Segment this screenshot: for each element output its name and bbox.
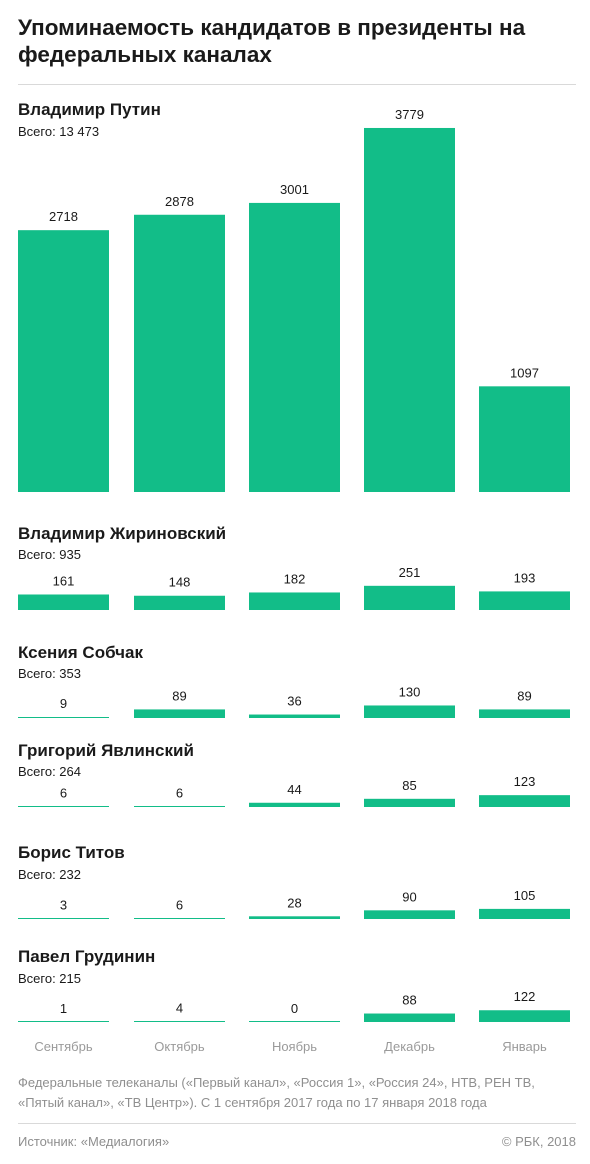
data-label: 88 [402, 993, 416, 1008]
data-label: 122 [514, 989, 536, 1004]
bar [479, 591, 570, 610]
candidate-total: Всего: 215 [18, 971, 81, 986]
bar [479, 1010, 570, 1022]
data-label: 105 [514, 888, 536, 903]
x-tick-label: Ноябрь [272, 1039, 317, 1054]
candidate-name: Владимир Жириновский [18, 524, 226, 543]
bar [18, 230, 109, 493]
bar [18, 594, 109, 610]
data-label: 1 [60, 1001, 67, 1016]
candidate-name: Павел Грудинин [18, 947, 155, 966]
data-label: 251 [399, 565, 421, 580]
data-label: 36 [287, 694, 301, 709]
data-label: 148 [169, 575, 191, 590]
data-label: 6 [176, 897, 183, 912]
bar [249, 202, 340, 492]
bottom-divider [18, 1123, 576, 1124]
candidate-total: Всего: 935 [18, 547, 81, 562]
data-label: 3 [60, 898, 67, 913]
data-label: 1097 [510, 365, 539, 380]
data-label: 4 [176, 1001, 183, 1016]
candidate-total: Всего: 232 [18, 867, 81, 882]
data-label: 89 [517, 688, 531, 703]
data-label: 3001 [280, 182, 309, 197]
copyright-label: © РБК, 2018 [501, 1134, 576, 1149]
candidate-total: Всего: 264 [18, 764, 81, 779]
bar [134, 214, 225, 492]
bar [18, 717, 109, 718]
bar [364, 585, 455, 610]
x-tick-label: Январь [502, 1039, 547, 1054]
data-label: 182 [284, 571, 306, 586]
data-label: 193 [514, 570, 536, 585]
x-tick-label: Октябрь [154, 1039, 205, 1054]
top-divider [18, 84, 576, 85]
bar [479, 908, 570, 919]
source-label: Источник: «Медиалогия» [18, 1134, 170, 1149]
data-label: 6 [60, 785, 67, 800]
bar [249, 916, 340, 919]
bar [18, 806, 109, 807]
data-label: 2718 [49, 209, 78, 224]
data-label: 85 [402, 778, 416, 793]
bar [364, 127, 455, 492]
bar [134, 806, 225, 807]
bar [479, 386, 570, 492]
bar [364, 798, 455, 807]
data-label: 44 [287, 782, 301, 797]
candidate-name: Ксения Собчак [18, 643, 143, 662]
data-label: 89 [172, 688, 186, 703]
bar [479, 709, 570, 718]
candidate-name: Борис Титов [18, 843, 125, 862]
bar [249, 714, 340, 718]
data-label: 2878 [165, 194, 194, 209]
candidate-total: Всего: 13 473 [18, 124, 99, 139]
bar [479, 795, 570, 807]
candidate-total: Всего: 353 [18, 666, 81, 681]
bar [134, 709, 225, 718]
bar-chart: Владимир Путин Всего: 13 473 2718 2878 3001 3… [18, 100, 570, 1054]
data-label: 123 [514, 774, 536, 789]
chart-note: Федеральные телеканалы («Первый канал», … [18, 1075, 535, 1110]
data-label: 161 [53, 573, 75, 588]
bar [134, 595, 225, 610]
bar [364, 705, 455, 718]
bar [134, 918, 225, 919]
data-label: 28 [287, 895, 301, 910]
candidate-name: Владимир Путин [18, 100, 161, 119]
data-label: 0 [291, 1001, 298, 1016]
x-tick-label: Декабрь [384, 1039, 435, 1054]
page-title: Упоминаемость кандидатов в президенты на… [18, 15, 526, 67]
bar [249, 592, 340, 610]
candidate-name: Григорий Явлинский [18, 741, 194, 760]
data-label: 90 [402, 889, 416, 904]
x-tick-label: Сентябрь [34, 1039, 92, 1054]
bar [364, 1013, 455, 1022]
bar [364, 910, 455, 919]
bar [249, 802, 340, 807]
data-label: 6 [176, 785, 183, 800]
data-label: 130 [399, 684, 421, 699]
data-label: 9 [60, 696, 67, 711]
data-label: 3779 [395, 107, 424, 122]
